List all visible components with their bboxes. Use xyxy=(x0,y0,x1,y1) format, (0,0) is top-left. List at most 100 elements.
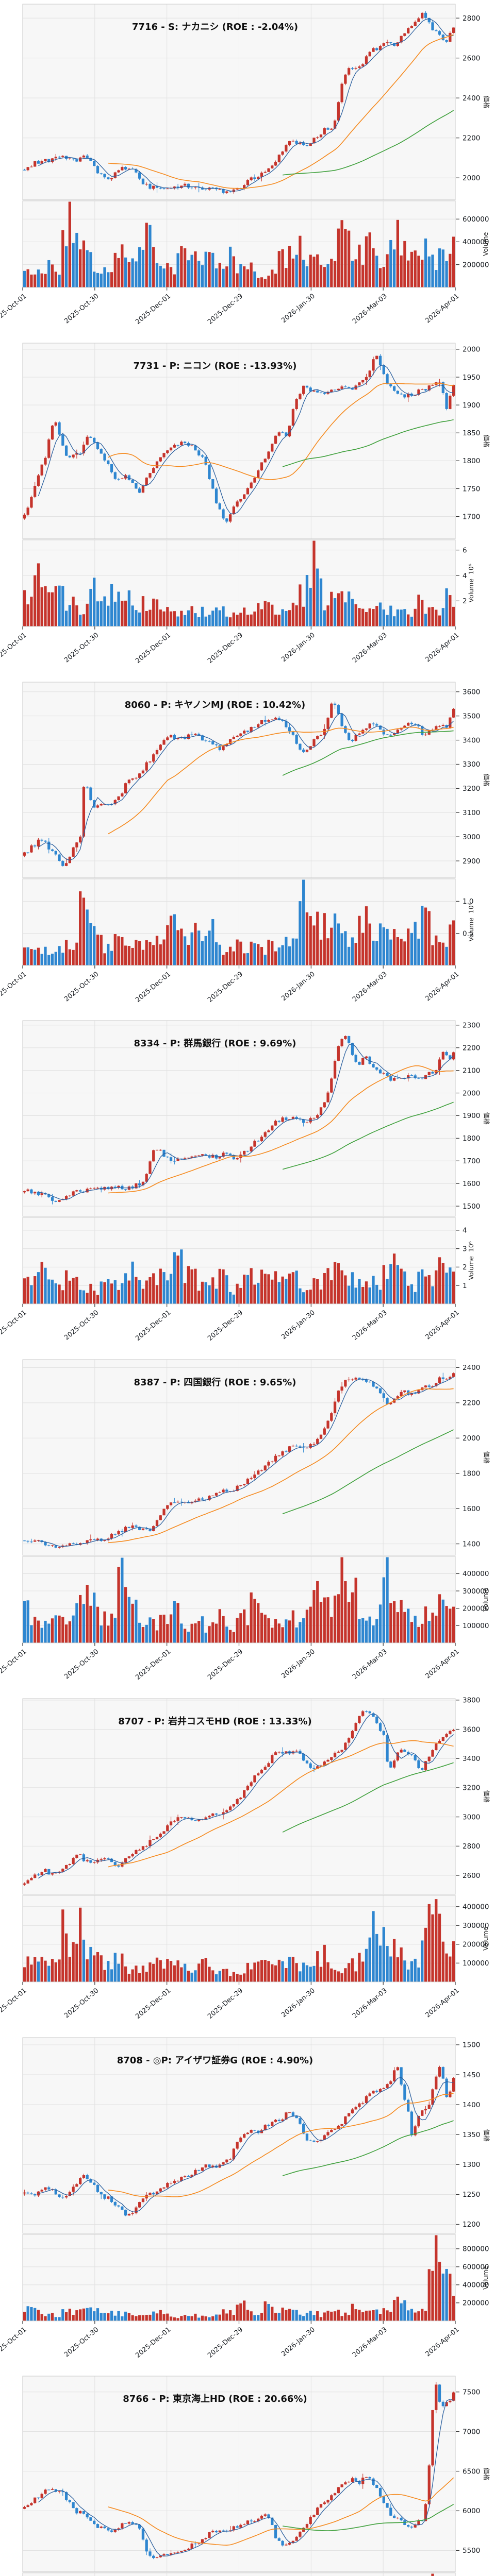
chart-title: 8708 - ◎P: アイザワ証券G (ROE : 4.90%) xyxy=(117,2055,313,2066)
price-pane-frame xyxy=(22,1359,456,1556)
volume-bars xyxy=(23,1249,455,1304)
price-tick-label: 1600 xyxy=(463,1180,480,1188)
chart-panel-8708: 1200 1250 1300 1350 1400 1450 1500 価格 200000 4000… xyxy=(0,2033,495,2372)
volume-pane-frame xyxy=(22,1217,456,1304)
volume-tick-label: 2 xyxy=(463,1263,467,1272)
price-tick-label: 2000 xyxy=(463,1090,480,1098)
price-tick-label: 1250 xyxy=(463,2191,480,2199)
price-tick-label: 1600 xyxy=(463,1505,480,1513)
price-tick-label: 6000 xyxy=(463,2507,480,2516)
ma-25-line xyxy=(108,1065,454,1194)
price-tick-label: 3000 xyxy=(463,833,480,841)
volume-pane-frame xyxy=(22,878,456,965)
price-tick-label: 2600 xyxy=(463,1872,480,1880)
ma-75-line xyxy=(282,2120,454,2176)
ma-75-line xyxy=(282,1762,454,1833)
chart-panel-7731: 1700 1750 1800 1850 1900 1950 2000 価格 2 4 6 Volume1… xyxy=(0,338,495,678)
gridlines xyxy=(22,2037,456,2321)
chart-panel-7716: 2000 2200 2400 2600 2800 価格 200000 400000 600000… xyxy=(0,0,495,339)
price-tick-label: 3100 xyxy=(463,809,480,817)
price-tick-label: 2200 xyxy=(463,1044,480,1053)
volume-axis-label: Volume xyxy=(482,2265,489,2290)
ma-5-line xyxy=(38,2077,454,2212)
chart-panel-8707: 2600 2800 3000 3200 3400 3600 3800 価格 100000 2000… xyxy=(0,1694,495,2033)
price-axis-label: 価格 xyxy=(483,2468,490,2481)
price-tick-label: 1750 xyxy=(463,485,480,493)
chart-title: 8766 - P: 東京海上HD (ROE : 20.66%) xyxy=(123,2393,307,2404)
price-tick-label: 1500 xyxy=(463,1202,480,1211)
stock-chart-8334: 1500 1600 1700 1800 1900 2000 2100 2200 2300 価格 1 2… xyxy=(0,1016,495,1356)
volume-axis-label: Volume10⁶ xyxy=(467,903,475,941)
price-tick-label: 2000 xyxy=(463,174,480,182)
price-tick-label: 6500 xyxy=(463,2468,480,2476)
ma-75-line xyxy=(282,2504,454,2532)
volume-tick-label: 300000 xyxy=(463,1922,489,1930)
ma-25-line xyxy=(108,1388,454,1544)
price-tick-label: 5500 xyxy=(463,2547,480,2555)
candlesticks xyxy=(23,353,455,523)
price-tick-label: 1800 xyxy=(463,1134,480,1143)
candlesticks xyxy=(23,1372,455,1549)
volume-bars xyxy=(23,1899,455,1982)
price-tick-label: 2800 xyxy=(463,1842,480,1851)
price-tick-label: 1800 xyxy=(463,457,480,465)
volume-bars xyxy=(431,2573,434,2576)
price-axis: 1500 1600 1700 1800 1900 2000 2100 2200 2300 価格 xyxy=(456,1022,490,1211)
volume-tick-label: 600000 xyxy=(463,2263,489,2271)
price-axis-label: 価格 xyxy=(483,773,490,786)
price-tick-label: 2300 xyxy=(463,1022,480,1030)
ma-75-line xyxy=(283,110,454,176)
volume-tick-label: 200000 xyxy=(463,261,489,269)
price-tick-label: 1400 xyxy=(463,1540,480,1549)
ma-25-line xyxy=(108,34,454,189)
volume-tick-label: 600000 xyxy=(463,215,489,224)
volume-axis-label: Volume10⁶ xyxy=(467,1242,475,1280)
volume-tick-label: 6 xyxy=(463,546,467,554)
ma-5-line xyxy=(38,2399,454,2557)
ma-5-line xyxy=(38,1713,454,1879)
price-pane-frame xyxy=(22,1698,456,1895)
chart-title: 8334 - P: 群馬銀行 (ROE : 9.69%) xyxy=(134,1038,296,1049)
volume-tick-label: 400000 xyxy=(463,1570,489,1578)
ma-25-line xyxy=(108,2092,454,2197)
price-axis: 1400 1600 1800 2000 2200 2400 価格 xyxy=(456,1364,490,1549)
price-pane-frame xyxy=(22,2037,456,2234)
ma-5-line xyxy=(38,1043,454,1200)
volume-tick-label: 400000 xyxy=(463,2281,489,2289)
price-tick-label: 1200 xyxy=(463,2221,480,2229)
volume-axis: 200000 400000 600000 800000 Volume xyxy=(456,2245,489,2307)
volume-bars xyxy=(23,1557,455,1643)
price-tick-label: 2600 xyxy=(463,54,480,62)
price-tick-label: 2900 xyxy=(463,857,480,865)
price-tick-label: 2000 xyxy=(463,345,480,353)
volume-tick-label: 2 xyxy=(463,597,467,605)
volume-axis-label: Volume10⁶ xyxy=(467,564,475,602)
candlesticks xyxy=(23,2382,455,2560)
price-pane-frame xyxy=(22,4,456,200)
price-tick-label: 3200 xyxy=(463,1784,480,1792)
volume-pane-frame xyxy=(22,1895,456,1982)
stock-chart-8707: 2600 2800 3000 3200 3400 3600 3800 価格 100000 2000… xyxy=(0,1694,495,2033)
price-tick-label: 1700 xyxy=(463,513,480,521)
price-tick-label: 1900 xyxy=(463,1112,480,1121)
stock-chart-8708: 1200 1250 1300 1350 1400 1450 1500 価格 200000 4000… xyxy=(0,2033,495,2372)
price-axis: 1200 1250 1300 1350 1400 1450 1500 価格 xyxy=(456,2041,490,2229)
volume-tick-label: 400000 xyxy=(463,1903,489,1911)
price-tick-label: 1450 xyxy=(463,2071,480,2079)
volume-bars xyxy=(23,201,455,287)
stock-chart-7716: 2000 2200 2400 2600 2800 価格 200000 400000 600000… xyxy=(0,0,495,339)
price-axis: 5500 6000 6500 7000 7500 価格 xyxy=(456,2388,490,2555)
volume-pane-frame xyxy=(22,539,456,627)
stock-chart-8060: 2900 3000 3100 3200 3300 3400 3500 3600 価格 0.5 1.0… xyxy=(0,677,495,1017)
price-axis-label: 価格 xyxy=(483,434,490,447)
ma-75-line xyxy=(282,1429,454,1515)
price-tick-label: 2200 xyxy=(463,134,480,143)
price-tick-label: 2100 xyxy=(463,1067,480,1075)
chart-title: 7731 - P: ニコン (ROE : -13.93%) xyxy=(134,361,297,371)
ma-25-line xyxy=(108,1740,454,1868)
price-tick-label: 1400 xyxy=(463,2101,480,2109)
volume-axis-label: Volume xyxy=(482,232,489,256)
price-tick-label: 1500 xyxy=(463,2041,480,2049)
